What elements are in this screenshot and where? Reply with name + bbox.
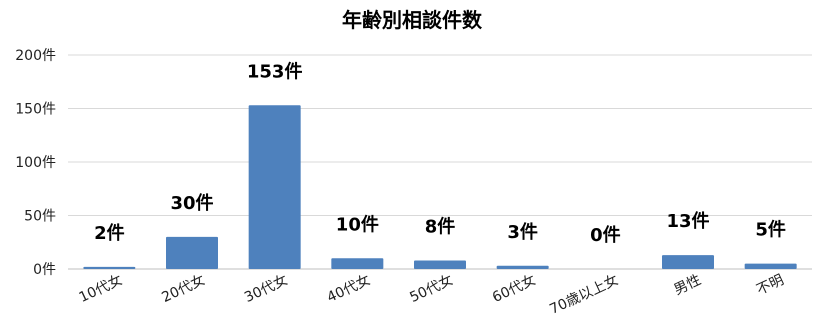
data-label: 2件	[94, 222, 125, 244]
y-tick-label: 100件	[15, 155, 56, 171]
category-label: 不明	[754, 272, 786, 298]
data-label: 3件	[507, 221, 538, 243]
y-tick-label: 150件	[15, 102, 56, 118]
y-tick-label: 0件	[33, 262, 56, 278]
data-labels: 2件 30件 153件 10件 8件 3件 0件 13件 5件	[94, 60, 786, 246]
y-tick-label: 50件	[24, 209, 56, 225]
y-axis-ticks: 0件 50件 100件 150件 200件	[15, 48, 56, 278]
category-label: 60代女	[490, 271, 539, 306]
data-label: 30件	[170, 192, 213, 214]
x-axis-categories: 10代女 20代女 30代女 40代女 50代女 60代女 70歳以上女 男性 不明	[76, 271, 786, 318]
data-label: 153件	[247, 60, 303, 82]
bar	[83, 266, 136, 269]
bar	[496, 265, 549, 269]
data-label: 10件	[336, 213, 379, 235]
bar	[248, 105, 301, 269]
data-label: 0件	[590, 224, 621, 246]
bar	[166, 236, 218, 269]
category-label: 50代女	[407, 271, 456, 306]
category-label: 70歳以上女	[547, 271, 621, 318]
category-label: 30代女	[242, 271, 291, 306]
category-label: 40代女	[324, 271, 373, 306]
chart-title: 年齢別相談件数	[342, 8, 483, 32]
bar	[331, 258, 384, 269]
category-label: 20代女	[159, 271, 208, 306]
category-label: 男性	[672, 272, 704, 298]
data-label: 8件	[425, 215, 456, 237]
y-tick-label: 200件	[15, 48, 56, 64]
category-label: 10代女	[76, 271, 125, 306]
data-label: 13件	[666, 210, 709, 232]
bar	[744, 263, 797, 269]
bar	[662, 255, 714, 269]
data-label: 5件	[755, 219, 786, 241]
bars	[83, 105, 797, 269]
bar	[414, 260, 466, 269]
